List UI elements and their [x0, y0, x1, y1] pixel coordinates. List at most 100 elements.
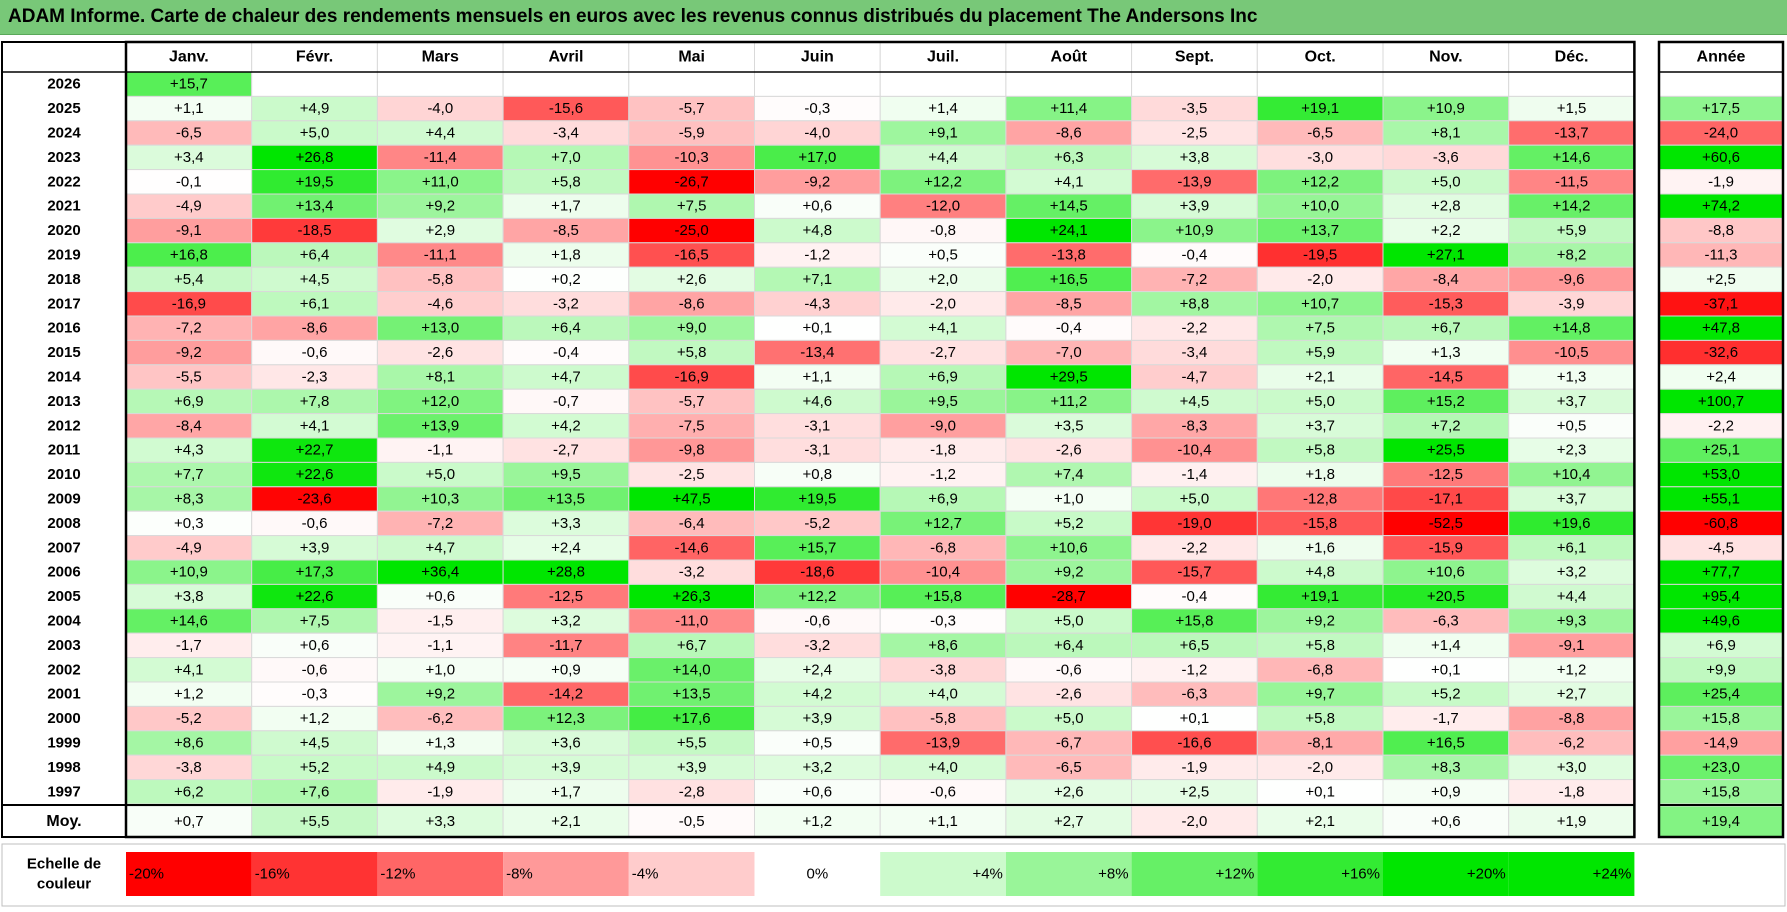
- cell-value: -2,8: [679, 783, 705, 800]
- heatmap-cell: [754, 144, 881, 171]
- annual-cell: [1658, 779, 1784, 805]
- heatmap-cell: [1382, 461, 1510, 488]
- heatmap-cell: [125, 535, 253, 561]
- year-label: 2012: [47, 417, 80, 434]
- cell-value: -6,4: [679, 515, 705, 532]
- chart-title: ADAM Informe. Carte de chaleur des rende…: [8, 6, 1258, 27]
- cell-value: -0,7: [553, 393, 579, 410]
- cell-value: -2,2: [1182, 539, 1208, 556]
- year-label: 2017: [47, 295, 80, 312]
- heatmap-cell: [502, 559, 630, 585]
- heatmap-cell: [1005, 535, 1133, 561]
- heatmap-cell: [628, 486, 755, 512]
- year-label: 2002: [47, 661, 80, 678]
- cell-value: +4,1: [1054, 173, 1084, 190]
- heatmap-cell: [879, 193, 1007, 219]
- cell-value: -0,4: [1182, 247, 1208, 264]
- cell-value: +5,8: [1305, 442, 1335, 459]
- average-value: +2,1: [551, 813, 581, 830]
- heatmap-cell: [1382, 413, 1510, 439]
- heatmap-cell: [879, 461, 1007, 488]
- cell-value: +3,2: [551, 613, 581, 630]
- cell-value: -8,6: [1056, 125, 1082, 142]
- heatmap-cell: [125, 193, 253, 219]
- heatmap-cell: [376, 266, 504, 293]
- cell-value: -0,4: [553, 344, 579, 361]
- annual-cell: [1658, 413, 1784, 439]
- cell-value: +3,7: [1305, 417, 1335, 434]
- scale-swatch: [880, 852, 1006, 896]
- heatmap-cell: [1508, 217, 1635, 244]
- heatmap-cell: [1005, 291, 1133, 317]
- heatmap-cell: [754, 681, 881, 707]
- cell-value: +12,3: [547, 710, 585, 727]
- month-header-cell: [879, 41, 1007, 73]
- cell-value: +36,4: [421, 564, 459, 581]
- cell-value: -4,9: [176, 539, 202, 556]
- month-header: Nov.: [1429, 49, 1462, 66]
- annual-value: +9,9: [1706, 661, 1736, 678]
- cell-value: -13,9: [1177, 173, 1211, 190]
- heatmap-cell: [125, 339, 253, 366]
- heatmap-cell: [628, 657, 755, 683]
- cell-value: -9,8: [679, 442, 705, 459]
- heatmap-cell: [376, 339, 504, 366]
- annual-cell: [1658, 71, 1784, 97]
- cell-value: +0,3: [174, 515, 204, 532]
- heatmap-cell: [1508, 144, 1635, 171]
- scale-label: +4%: [972, 866, 1002, 883]
- cell-value: +4,5: [300, 735, 330, 752]
- year-label: 2001: [47, 686, 80, 703]
- cell-value: -3,2: [679, 564, 705, 581]
- heatmap-cell: [1256, 535, 1384, 561]
- heatmap-cell: [502, 486, 630, 512]
- heatmap-cell: [1256, 315, 1384, 341]
- heatmap-cell: [1256, 632, 1384, 659]
- cell-value: +9,2: [1305, 613, 1335, 630]
- cell-value: +15,7: [170, 76, 208, 93]
- cell-value: +19,1: [1301, 588, 1339, 605]
- cell-value: +29,5: [1050, 369, 1088, 386]
- cell-value: +6,1: [300, 295, 330, 312]
- scale-swatch: [628, 852, 755, 896]
- cell-value: -13,8: [1052, 247, 1086, 264]
- cell-value: -15,7: [1177, 564, 1211, 581]
- cell-value: +4,2: [551, 417, 581, 434]
- cell-value: -17,1: [1429, 491, 1463, 508]
- heatmap-cell: [1256, 510, 1384, 537]
- heatmap-cell: [376, 242, 504, 268]
- year-label: 2016: [47, 320, 80, 337]
- cell-value: +0,1: [1305, 783, 1335, 800]
- heatmap-cell: [1382, 315, 1510, 341]
- cell-value: +1,7: [551, 783, 581, 800]
- cell-value: +22,6: [296, 588, 334, 605]
- heatmap-cell: [1382, 535, 1510, 561]
- year-label: 2010: [47, 466, 80, 483]
- cell-value: +10,9: [170, 564, 208, 581]
- heatmap-cell: [376, 291, 504, 317]
- cell-value: +4,8: [1305, 564, 1335, 581]
- cell-value: -5,7: [679, 100, 705, 117]
- cell-value: +27,1: [1427, 247, 1465, 264]
- cell-value: +7,8: [300, 393, 330, 410]
- heatmap-cell: [754, 217, 881, 244]
- cell-value: +10,7: [1301, 295, 1339, 312]
- cell-value: +3,0: [1557, 759, 1587, 776]
- year-label: 2025: [47, 100, 80, 117]
- cell-value: +11,0: [422, 173, 459, 190]
- annual-value: +60,6: [1702, 149, 1740, 166]
- cell-value: -10,4: [1177, 442, 1211, 459]
- heatmap-cell: [1382, 730, 1510, 756]
- scale-label: -8%: [506, 866, 533, 883]
- heatmap-cell: [754, 242, 881, 268]
- annual-cell: [1658, 705, 1784, 732]
- cell-value: -11,7: [549, 637, 582, 654]
- cell-value: +11,2: [1050, 393, 1087, 410]
- heatmap-cell: [754, 315, 881, 341]
- cell-value: -16,5: [675, 247, 709, 264]
- cell-value: +0,1: [1431, 661, 1461, 678]
- average-value: -2,0: [1182, 813, 1208, 830]
- heatmap-cell: [1131, 242, 1258, 268]
- cell-value: -52,5: [1429, 515, 1463, 532]
- heatmap-cell: [376, 754, 504, 781]
